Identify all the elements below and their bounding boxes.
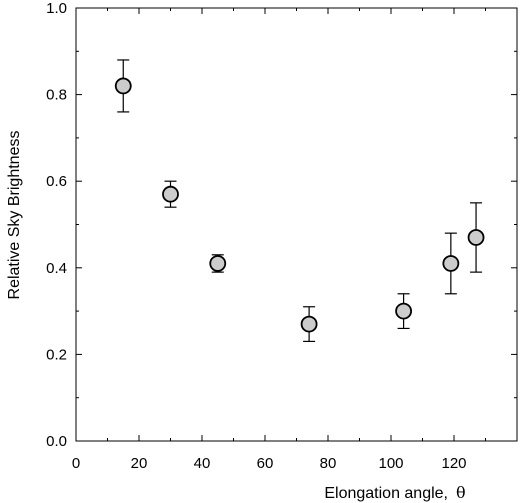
- data-point: [162, 180, 179, 208]
- data-points: [114, 59, 485, 343]
- data-marker: [467, 229, 485, 246]
- x-tick-label: 40: [194, 455, 211, 472]
- y-tick-label: 0.0: [46, 433, 67, 450]
- data-point: [114, 59, 132, 113]
- y-tick-label: 0.6: [46, 173, 67, 190]
- x-tick-label: 60: [257, 455, 274, 472]
- x-axis: 0 20 40 60 80 100 120: [72, 8, 518, 472]
- data-marker: [162, 185, 179, 203]
- x-tick-label: 20: [131, 455, 148, 472]
- data-point: [300, 306, 318, 343]
- y-tick-label: 0.2: [46, 346, 67, 363]
- y-tick-label: 1.0: [46, 0, 67, 17]
- y-axis-label: Relative Sky Brightness: [6, 131, 23, 300]
- data-marker: [114, 77, 132, 95]
- x-tick-label: 0: [72, 455, 80, 472]
- data-marker: [442, 255, 460, 272]
- y-tick-label: 0.8: [46, 87, 67, 104]
- y-tick-label: 0.4: [46, 260, 67, 277]
- plot-frame: [75, 7, 518, 442]
- data-marker: [395, 302, 413, 320]
- data-point: [209, 254, 227, 273]
- data-point: [442, 232, 460, 295]
- x-axis-label-symbol: θ: [456, 483, 466, 502]
- data-marker: [209, 255, 227, 272]
- y-axis: 0.0 0.2 0.4 0.6 0.8 1.0: [46, 0, 517, 450]
- data-marker: [300, 315, 318, 333]
- x-tick-label: 100: [378, 455, 403, 472]
- data-point: [467, 202, 485, 273]
- x-tick-label: 80: [320, 455, 337, 472]
- data-point: [395, 293, 413, 330]
- x-axis-label: Elongation angle,: [324, 485, 448, 502]
- x-tick-label: 120: [441, 455, 466, 472]
